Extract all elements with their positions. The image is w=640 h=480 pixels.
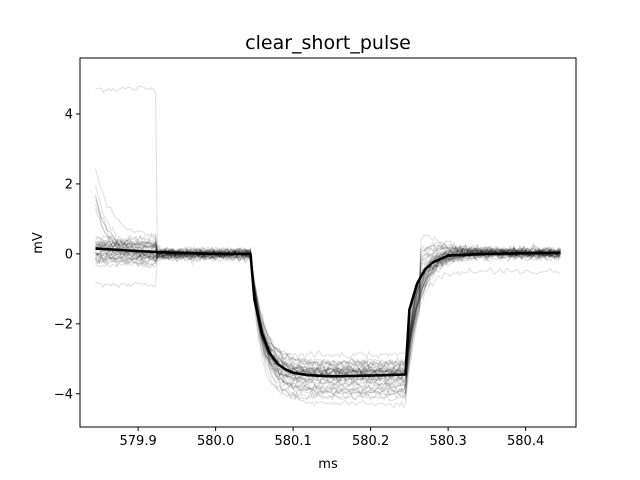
trial-trace-line xyxy=(95,248,561,402)
trial-trace-line xyxy=(95,196,561,371)
plot-area-frame xyxy=(79,57,577,428)
trial-trace-line xyxy=(95,244,561,384)
trial-trace-line xyxy=(95,245,561,379)
mean-trace-line xyxy=(95,247,561,378)
trial-trace-line xyxy=(95,241,561,395)
trial-trace-line xyxy=(95,234,561,373)
y-tick-label: 4 xyxy=(65,107,73,122)
trial-trace-line xyxy=(95,245,561,370)
mean-trace-group xyxy=(95,247,561,378)
x-axis: 579.9 580.0 580.1 580.2 580.3 580.4 xyxy=(120,427,544,449)
x-tick-label: 579.9 xyxy=(120,434,157,449)
y-tick-label: 2 xyxy=(65,177,73,192)
y-tick-label: 0 xyxy=(65,247,73,262)
x-tick-label: 580.1 xyxy=(275,434,312,449)
trial-trace-line xyxy=(95,245,561,394)
chart-title: clear_short_pulse xyxy=(245,32,411,54)
x-tick-label: 580.4 xyxy=(507,434,544,449)
x-tick-label: 580.2 xyxy=(352,434,389,449)
x-tick-label: 580.0 xyxy=(197,434,234,449)
trial-trace-line xyxy=(95,240,561,380)
y-axis: −4 −2 0 2 4 xyxy=(54,107,80,402)
y-axis-label: mV xyxy=(31,232,46,254)
x-axis-label: ms xyxy=(318,457,338,472)
y-tick-label: −2 xyxy=(54,317,73,332)
trial-trace-line xyxy=(95,208,561,397)
y-tick-label: −4 xyxy=(54,387,73,402)
trial-trace-line xyxy=(95,243,561,376)
trial-trace-line xyxy=(95,167,561,401)
trial-trace-line xyxy=(95,250,561,368)
trial-trace-line xyxy=(95,248,561,388)
x-tick-label: 580.3 xyxy=(430,434,467,449)
